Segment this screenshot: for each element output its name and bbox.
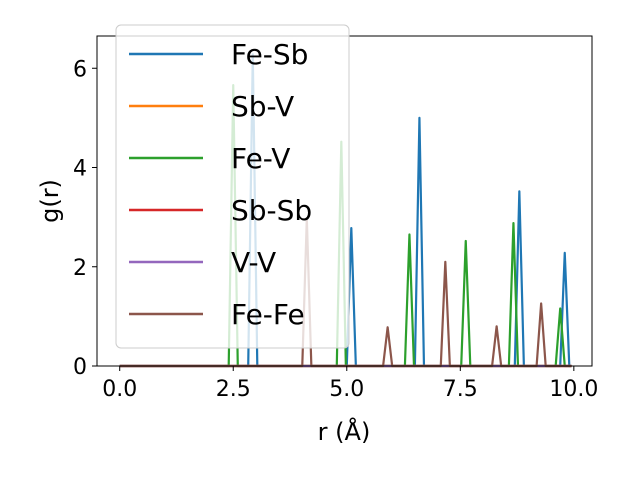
- legend-label: V-V: [231, 246, 276, 279]
- x-tick-label: 2.5: [216, 377, 251, 402]
- y-axis-label: g(r): [36, 179, 64, 223]
- x-tick-label: 5.0: [329, 377, 364, 402]
- x-tick-label: 7.5: [443, 377, 478, 402]
- y-tick-label: 0: [73, 355, 87, 380]
- x-tick-label: 0.0: [102, 377, 137, 402]
- y-tick-label: 6: [73, 57, 87, 82]
- legend: Fe-Sb Sb-V Fe-V Sb-Sb V-V Fe-Fe: [115, 24, 350, 349]
- legend-label: Fe-Fe: [231, 298, 305, 331]
- legend-label: Sb-V: [231, 90, 294, 123]
- x-axis-label: r (Å): [318, 417, 371, 446]
- axes: 0.0 2.5 5.0 7.5 10.0 0 2 4 6: [73, 35, 598, 402]
- x-tick-label: 10.0: [549, 377, 598, 402]
- legend-label: Fe-V: [231, 142, 290, 175]
- y-tick-label: 2: [73, 256, 87, 281]
- legend-label: Sb-Sb: [231, 194, 312, 227]
- y-tick-label: 4: [73, 157, 87, 182]
- legend-label: Fe-Sb: [231, 38, 308, 71]
